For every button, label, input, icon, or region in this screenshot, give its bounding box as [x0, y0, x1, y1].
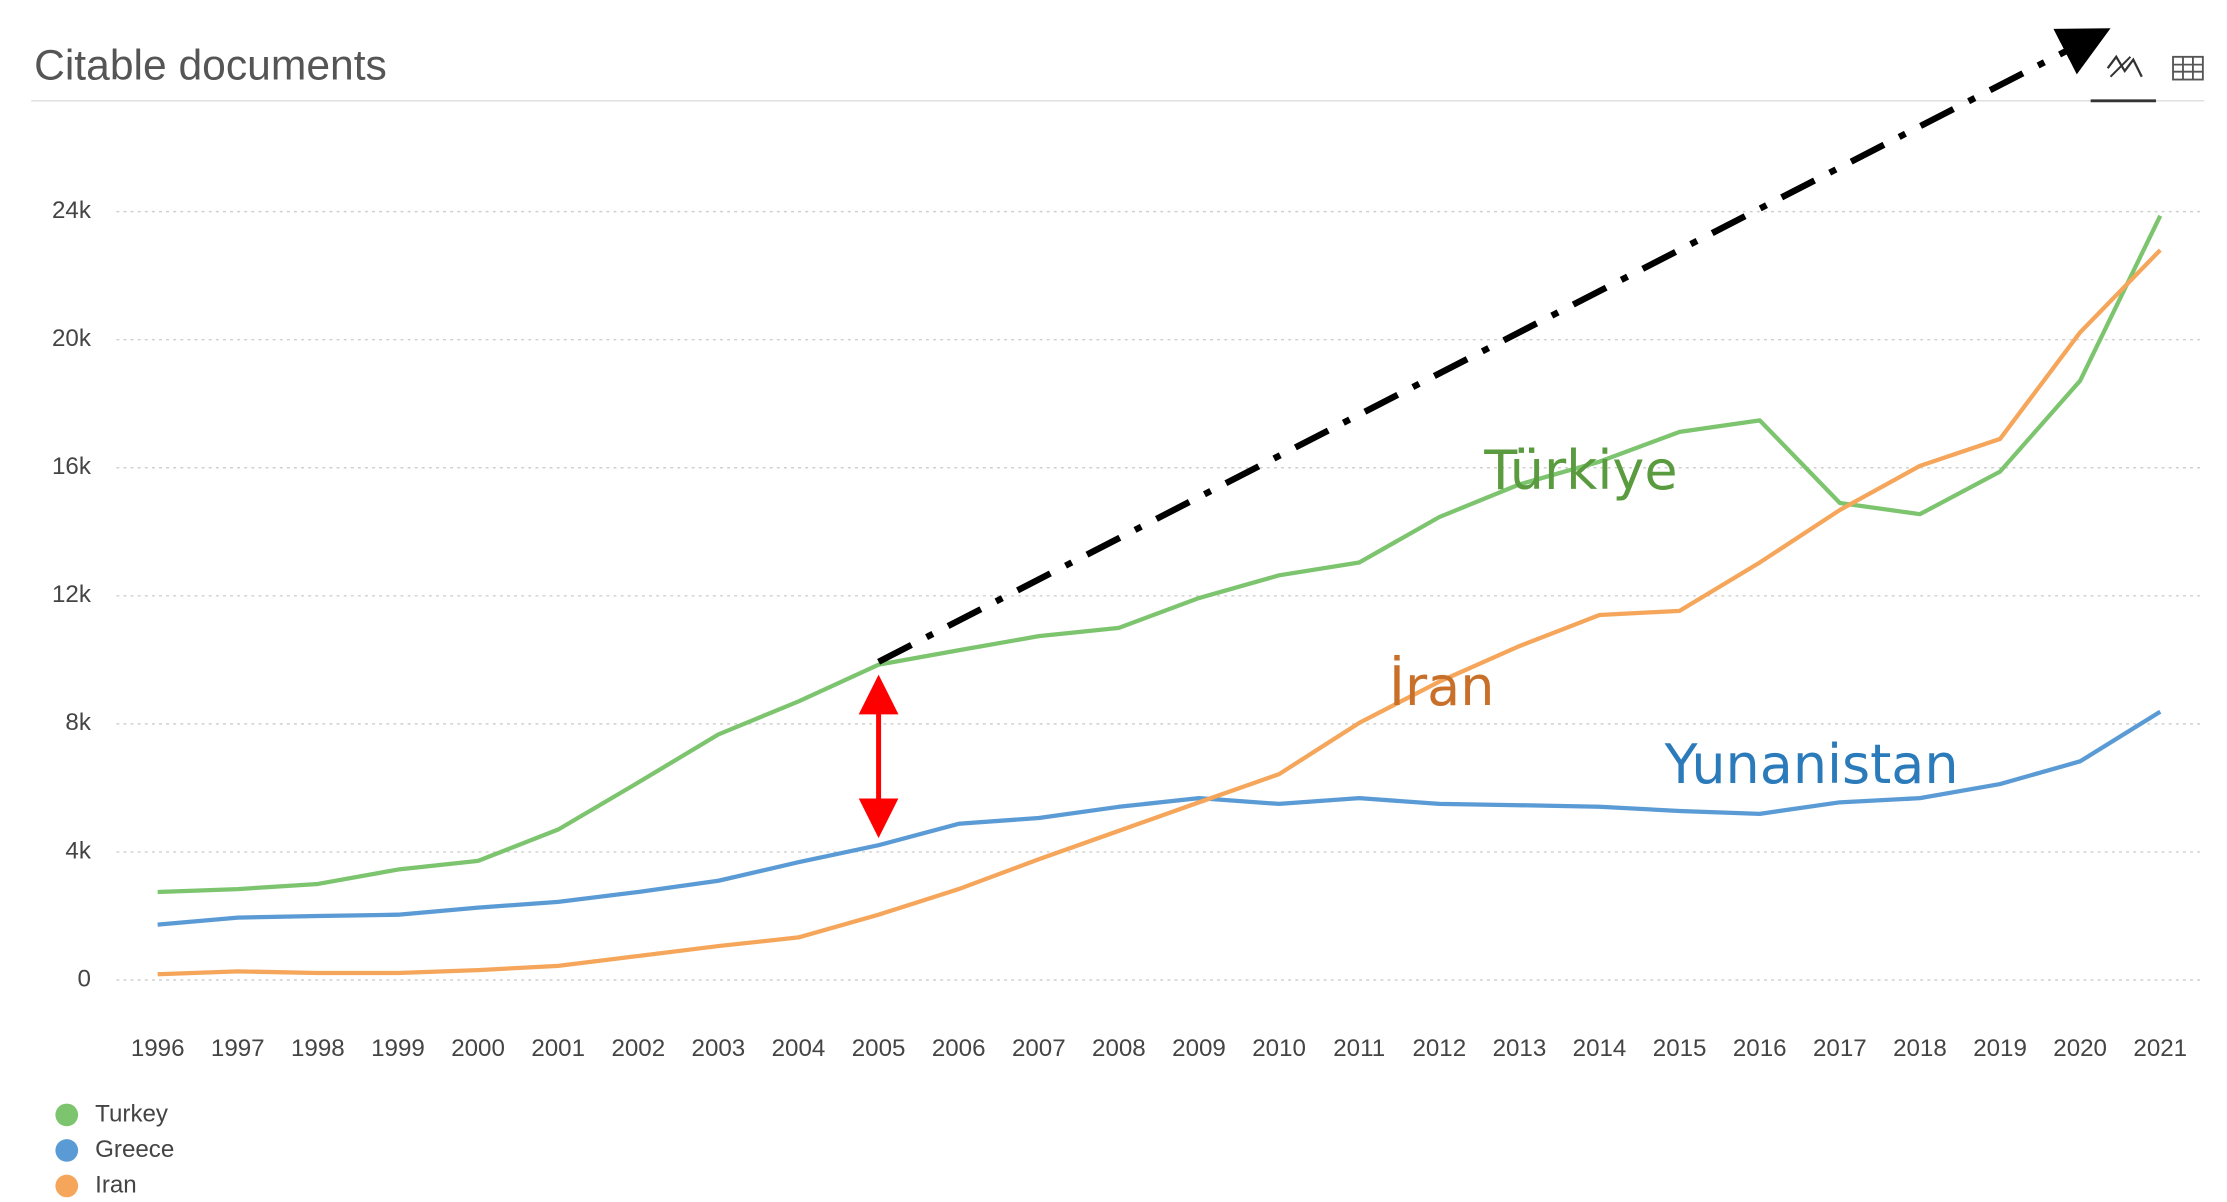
legend-swatch: [55, 1139, 79, 1162]
series-line: [157, 709, 2162, 927]
x-tick-label: 2018: [1893, 1035, 1947, 1062]
legend-swatch: [55, 1103, 79, 1127]
y-tick-label: 0: [77, 965, 90, 992]
x-tick-label: 2006: [932, 1035, 986, 1062]
x-tick-label: 2014: [1573, 1035, 1627, 1062]
x-tick-label: 2002: [611, 1035, 665, 1062]
x-tick-label: 2005: [852, 1035, 906, 1062]
legend-label: Turkey: [95, 1100, 169, 1127]
x-tick-label: 1999: [371, 1035, 425, 1062]
x-tick-label: 1996: [131, 1035, 185, 1062]
x-tick-label: 2012: [1412, 1035, 1466, 1062]
legend-label: Iran: [95, 1171, 137, 1198]
table-view-button[interactable]: [2172, 55, 2204, 81]
legend-swatch: [55, 1174, 79, 1198]
y-tick-label: 8k: [65, 709, 91, 736]
x-tick-label: 1998: [291, 1035, 345, 1062]
y-tick-label: 4k: [65, 837, 91, 864]
y-tick-label: 12k: [52, 581, 92, 608]
legend-label: Greece: [95, 1136, 174, 1163]
x-tick-label: 2007: [1012, 1035, 1066, 1062]
series-line: [157, 248, 2162, 977]
x-tick-label: 2004: [772, 1035, 826, 1062]
y-tick-label: 24k: [52, 197, 92, 224]
x-tick-label: 2021: [2133, 1035, 2187, 1062]
x-tick-label: 2000: [451, 1035, 505, 1062]
x-tick-label: 2009: [1172, 1035, 1226, 1062]
series-line: [157, 214, 2163, 895]
x-tick-label: 2003: [692, 1035, 746, 1062]
chart-title: Citable documents: [34, 41, 387, 89]
annotation: İran: [1389, 655, 1494, 718]
annotation: Türkiye: [1483, 439, 1677, 502]
x-tick-label: 2008: [1092, 1035, 1146, 1062]
x-tick-label: 2020: [2053, 1035, 2107, 1062]
x-tick-label: 2010: [1252, 1035, 1306, 1062]
line-view-button[interactable]: [2090, 54, 2156, 103]
x-tick-label: 2013: [1493, 1035, 1547, 1062]
x-tick-label: 1997: [211, 1035, 265, 1062]
x-tick-label: 2015: [1653, 1035, 1707, 1062]
y-tick-label: 20k: [52, 325, 92, 352]
x-tick-label: 2017: [1813, 1035, 1867, 1062]
x-tick-label: 2001: [531, 1035, 585, 1062]
y-tick-label: 16k: [52, 453, 92, 480]
x-tick-label: 2016: [1733, 1035, 1787, 1062]
x-tick-label: 2019: [1973, 1035, 2027, 1062]
trend-arrow: [877, 28, 2111, 665]
x-tick-label: 2011: [1333, 1035, 1385, 1062]
annotation: Yunanistan: [1664, 733, 1959, 796]
